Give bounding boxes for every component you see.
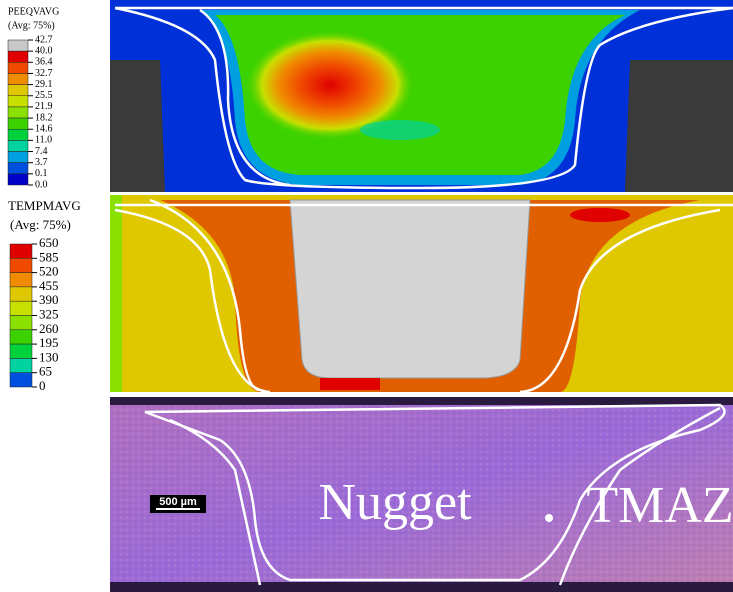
legend-label: 7.4	[35, 146, 48, 157]
legend-label: 36.4	[35, 57, 53, 68]
legend-swatch	[8, 107, 28, 118]
legend-swatch	[8, 73, 28, 84]
legend-label: 32.7	[35, 68, 53, 79]
legend-label: 11.0	[35, 135, 52, 146]
nugget-label: Nugget	[318, 474, 472, 531]
legend-label: 260	[39, 321, 59, 336]
tmaz-label: TMAZ	[586, 477, 733, 534]
legend-title: PEEQVAVG	[8, 6, 59, 17]
legend-label: 21.9	[35, 101, 53, 112]
legend-label: 585	[39, 249, 59, 264]
legend-swatch	[10, 373, 32, 387]
legend-swatch	[8, 174, 28, 185]
legend-label: 40.0	[35, 45, 53, 56]
legend-swatch	[10, 330, 32, 344]
legend-label: 42.7	[35, 34, 53, 45]
legend-label: 195	[39, 335, 59, 350]
legend-label: 650	[39, 235, 59, 250]
legend-label: 390	[39, 292, 59, 307]
legend-swatch	[8, 152, 28, 163]
legend-swatch	[10, 244, 32, 258]
legend-swatch	[10, 358, 32, 372]
legend-title: TEMPMAVG	[8, 198, 81, 213]
legend-label: 25.5	[35, 90, 53, 101]
legend-swatch	[10, 273, 32, 287]
legend-label: 130	[39, 349, 59, 364]
legend-swatch	[10, 287, 32, 301]
legend-swatch	[10, 344, 32, 358]
strain-contour	[110, 0, 733, 192]
legend-swatch	[10, 301, 32, 315]
legend-label: 455	[39, 278, 59, 293]
legend-swatch	[8, 163, 28, 174]
legend-label: 3.7	[35, 157, 48, 168]
legend-label: 65	[39, 364, 52, 379]
legend-label: 0.1	[35, 168, 48, 179]
legend-label: 14.6	[35, 124, 53, 135]
legend-label: 0	[39, 378, 46, 393]
legend-label: 325	[39, 306, 59, 321]
legend-swatch	[8, 85, 28, 96]
legend-swatch	[10, 258, 32, 272]
legend-swatch	[8, 129, 28, 140]
legend-swatch	[8, 96, 28, 107]
micrograph: 500 µm Nugget TMAZ	[110, 397, 733, 592]
legend-swatch	[8, 51, 28, 62]
legend-subtitle: (Avg: 75%)	[8, 20, 55, 31]
legend-label: 18.2	[35, 112, 53, 123]
legend-swatch	[8, 62, 28, 73]
legend-label: 29.1	[35, 79, 53, 90]
temperature-contour	[110, 195, 733, 392]
legend-swatch	[8, 118, 28, 129]
scale-bar-label: 500 µm	[159, 496, 197, 508]
legend-subtitle: (Avg: 75%)	[10, 217, 71, 232]
legend-label: 0.0	[35, 179, 48, 190]
legend-swatch	[8, 40, 28, 51]
legend-swatch	[8, 140, 28, 151]
figure: 500 µm Nugget TMAZ PEEQVAVG (Avg: 75%) T…	[0, 0, 733, 592]
legend-label: 520	[39, 264, 59, 279]
legend-swatch	[10, 316, 32, 330]
